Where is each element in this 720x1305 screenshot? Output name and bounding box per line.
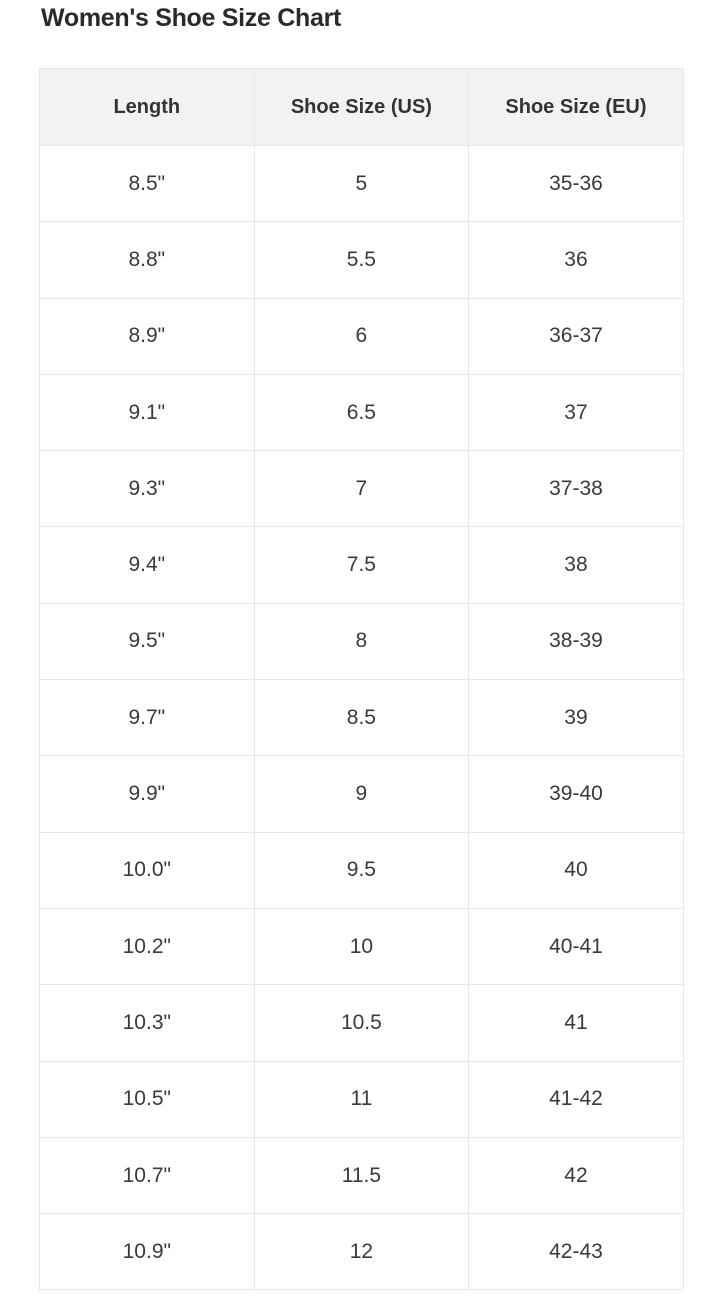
cell-length: 9.3" bbox=[39, 450, 255, 528]
table-row: 9.3" 7 37-38 bbox=[39, 450, 684, 528]
cell-eu-size: 41-42 bbox=[468, 1060, 684, 1138]
header-us-size: Shoe Size (US) bbox=[253, 68, 470, 146]
table-row: 10.7" 11.5 42 bbox=[39, 1136, 684, 1215]
cell-eu-size: 39-40 bbox=[468, 755, 684, 833]
cell-eu-size: 37-38 bbox=[468, 450, 684, 528]
cell-length: 10.5" bbox=[39, 1060, 255, 1138]
table-row: 9.7" 8.5 39 bbox=[39, 679, 684, 757]
cell-length: 9.1" bbox=[39, 373, 255, 452]
cell-length: 10.0" bbox=[39, 831, 255, 909]
shoe-size-table: Length Shoe Size (US) Shoe Size (EU) 8.5… bbox=[39, 68, 684, 1291]
cell-us-size: 6 bbox=[253, 297, 470, 375]
header-eu-size: Shoe Size (EU) bbox=[468, 68, 684, 146]
cell-eu-size: 41 bbox=[468, 984, 684, 1062]
cell-us-size: 10 bbox=[253, 907, 470, 986]
table-row: 10.2" 10 40-41 bbox=[39, 907, 684, 986]
cell-eu-size: 38 bbox=[468, 526, 684, 604]
cell-us-size: 7.5 bbox=[253, 526, 470, 604]
cell-eu-size: 42 bbox=[468, 1136, 684, 1215]
cell-eu-size: 37 bbox=[468, 373, 684, 452]
cell-eu-size: 38-39 bbox=[468, 602, 684, 681]
cell-eu-size: 40-41 bbox=[468, 907, 684, 986]
cell-length: 10.7" bbox=[39, 1136, 255, 1215]
cell-us-size: 9 bbox=[253, 755, 470, 833]
cell-us-size: 11.5 bbox=[253, 1136, 470, 1215]
cell-length: 8.9" bbox=[39, 297, 255, 375]
table-row: 9.4" 7.5 38 bbox=[39, 526, 684, 604]
cell-length: 10.2" bbox=[39, 907, 255, 986]
cell-us-size: 10.5 bbox=[253, 984, 470, 1062]
cell-eu-size: 40 bbox=[468, 831, 684, 909]
cell-us-size: 9.5 bbox=[253, 831, 470, 909]
cell-eu-size: 39 bbox=[468, 679, 684, 757]
cell-us-size: 11 bbox=[253, 1060, 470, 1138]
cell-eu-size: 36 bbox=[468, 221, 684, 299]
cell-eu-size: 42-43 bbox=[468, 1213, 684, 1291]
table-row: 10.0" 9.5 40 bbox=[39, 831, 684, 909]
cell-eu-size: 35-36 bbox=[468, 144, 684, 223]
table-row: 9.1" 6.5 37 bbox=[39, 373, 684, 452]
cell-length: 9.4" bbox=[39, 526, 255, 604]
cell-eu-size: 36-37 bbox=[468, 297, 684, 375]
table-row: 8.8" 5.5 36 bbox=[39, 221, 684, 299]
cell-us-size: 6.5 bbox=[253, 373, 470, 452]
cell-us-size: 8.5 bbox=[253, 679, 470, 757]
table-row: 10.3" 10.5 41 bbox=[39, 984, 684, 1062]
cell-us-size: 5 bbox=[253, 144, 470, 223]
cell-length: 9.5" bbox=[39, 602, 255, 681]
cell-us-size: 8 bbox=[253, 602, 470, 681]
header-length: Length bbox=[39, 68, 255, 146]
table-row: 8.9" 6 36-37 bbox=[39, 297, 684, 375]
cell-us-size: 5.5 bbox=[253, 221, 470, 299]
table-row: 8.5" 5 35-36 bbox=[39, 144, 684, 223]
cell-us-size: 7 bbox=[253, 450, 470, 528]
table-row: 10.5" 11 41-42 bbox=[39, 1060, 684, 1138]
table-row: 9.9" 9 39-40 bbox=[39, 755, 684, 833]
cell-length: 9.7" bbox=[39, 679, 255, 757]
cell-length: 10.3" bbox=[39, 984, 255, 1062]
table-row: 10.9" 12 42-43 bbox=[39, 1213, 684, 1291]
cell-us-size: 12 bbox=[253, 1213, 470, 1291]
cell-length: 10.9" bbox=[39, 1213, 255, 1291]
table-row: 9.5" 8 38-39 bbox=[39, 602, 684, 681]
table-header-row: Length Shoe Size (US) Shoe Size (EU) bbox=[39, 68, 684, 146]
page-title: Women's Shoe Size Chart bbox=[41, 4, 342, 32]
cell-length: 9.9" bbox=[39, 755, 255, 833]
cell-length: 8.8" bbox=[39, 221, 255, 299]
cell-length: 8.5" bbox=[39, 144, 255, 223]
